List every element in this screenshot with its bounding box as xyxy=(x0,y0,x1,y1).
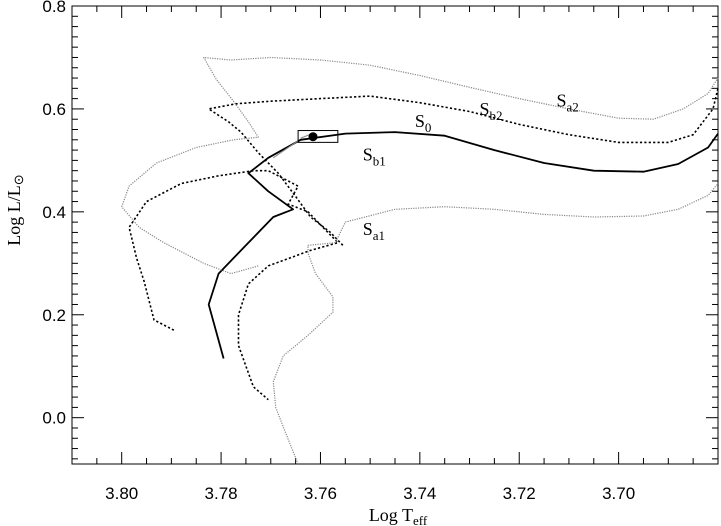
series-label-main: S xyxy=(363,219,373,239)
y-tick-label: 0.6 xyxy=(42,100,66,119)
series-label-s0: S0 xyxy=(415,111,432,135)
x-tick-label: 3.72 xyxy=(503,484,536,503)
error-box xyxy=(297,130,339,143)
series-label-sa2: Sa2 xyxy=(557,90,579,114)
star-position-marker xyxy=(308,132,318,142)
y-axis-title: Log L/L⊙ xyxy=(4,174,26,245)
axis-tick-labels: 3.80 3.78 3.76 3.74 3.72 3.70 0.0 0.2 0.4 0.6 0.8 xyxy=(42,0,635,503)
y-axis-title-sub: ⊙ xyxy=(11,174,26,185)
series-line-sa2 xyxy=(121,56,719,275)
series-label-main: S xyxy=(415,111,425,131)
x-axis-title-sub: eff xyxy=(413,513,428,526)
series-label-sub: a2 xyxy=(567,99,579,114)
y-tick-label: 0.2 xyxy=(42,306,66,325)
axis-ticks xyxy=(71,5,719,464)
series-label-main: S xyxy=(479,99,489,119)
series-line-s0 xyxy=(207,131,719,359)
y-tick-label: 0.4 xyxy=(42,203,66,222)
series-label-sa1: Sa1 xyxy=(363,219,385,243)
y-axis-title-main: Log L/L xyxy=(4,185,24,246)
series-label-sub: b2 xyxy=(489,108,502,123)
y-tick-label: 0.8 xyxy=(42,0,66,16)
series-label-sub: b1 xyxy=(373,153,386,168)
series-label-sb2: Sb2 xyxy=(479,99,502,123)
plot-frame xyxy=(71,5,719,465)
x-tick-label: 3.78 xyxy=(205,484,238,503)
box-connector-line xyxy=(272,140,299,159)
series-line-sb1 xyxy=(128,169,339,401)
track-series xyxy=(121,56,719,465)
series-line-sb2 xyxy=(207,88,719,246)
series-label-sb1: Sb1 xyxy=(363,144,386,168)
x-tick-label: 3.80 xyxy=(105,484,138,503)
x-tick-label: 3.74 xyxy=(403,484,436,503)
x-axis-title-main: Log T xyxy=(369,505,413,525)
series-line-sa1 xyxy=(272,183,719,465)
y-tick-label: 0.0 xyxy=(42,409,66,428)
series-label-main: S xyxy=(557,90,567,110)
x-tick-label: 3.70 xyxy=(602,484,635,503)
x-axis-title: Log Teff xyxy=(369,505,428,526)
series-label-sub: a1 xyxy=(373,228,385,243)
series-label-main: S xyxy=(363,144,373,164)
x-tick-label: 3.76 xyxy=(304,484,337,503)
series-label-sub: 0 xyxy=(425,120,432,135)
